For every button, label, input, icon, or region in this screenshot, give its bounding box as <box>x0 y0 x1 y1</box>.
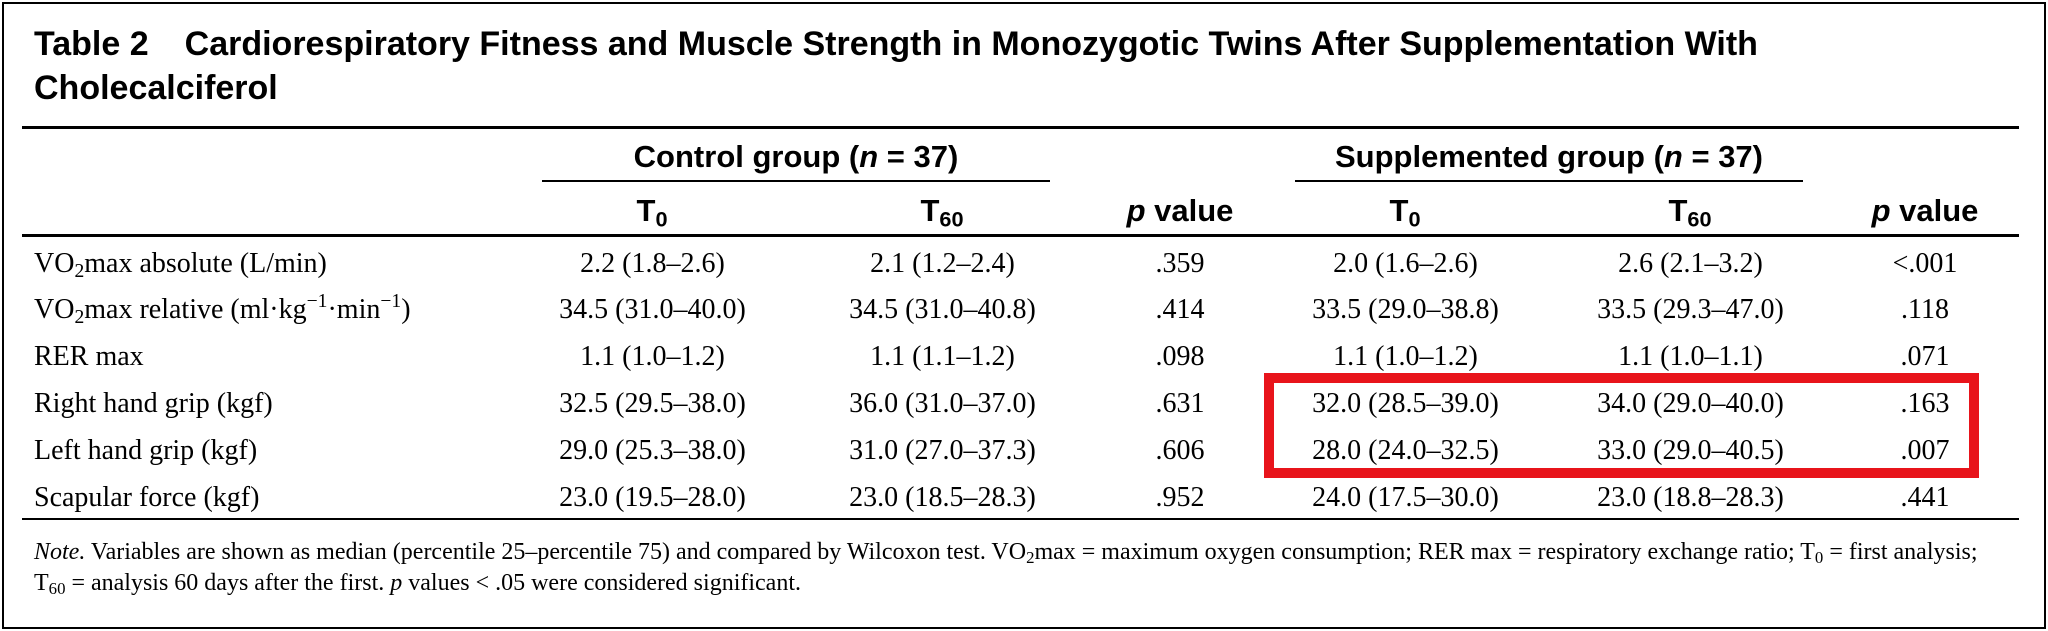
cell-control-p-row-4: .606 <box>1155 435 1205 466</box>
cell-supp-t0-row-5: 24.0 (17.5–30.0) <box>1312 482 1499 513</box>
control-p-value-header: p value <box>1126 193 1234 228</box>
cell-supp-p-row-3: .163 <box>1900 388 1950 419</box>
control-t60-header: T60 <box>920 193 964 232</box>
cell-control-t60-row-3: 36.0 (31.0–37.0) <box>849 388 1036 419</box>
cell-control-t0-row-4: 29.0 (25.3–38.0) <box>559 435 746 466</box>
control-group-header: Control group (n = 37) <box>633 139 959 174</box>
cell-supp-t60-row-5: 23.0 (18.8–28.3) <box>1597 482 1784 513</box>
cell-control-p-row-2: .098 <box>1155 341 1205 372</box>
supplemented-p-value-header: p value <box>1871 193 1979 228</box>
cell-supp-p-row-2: .071 <box>1900 341 1950 372</box>
cell-control-p-row-3: .631 <box>1155 388 1205 419</box>
highlight-box <box>1264 373 1979 478</box>
cell-supp-p-row-0: <.001 <box>1892 248 1958 279</box>
cell-supp-t60-row-0: 2.6 (2.1–3.2) <box>1618 248 1763 279</box>
row-label-vo2max-absolute: VO2max absolute (L/min) <box>34 248 327 282</box>
row-label-scapular-force: Scapular force (kgf) <box>34 482 260 513</box>
cell-supp-t0-row-0: 2.0 (1.6–2.6) <box>1333 248 1478 279</box>
control-group-rule <box>542 180 1050 182</box>
supplemented-t0-header: T0 <box>1389 193 1421 232</box>
cell-supp-t0-row-1: 33.5 (29.0–38.8) <box>1312 294 1499 325</box>
cell-control-t60-row-1: 34.5 (31.0–40.8) <box>849 294 1036 325</box>
body-bottom-rule <box>22 518 2019 520</box>
table-title-text: Cardiorespiratory Fitness and Muscle Str… <box>34 25 1758 107</box>
cell-control-t0-row-3: 32.5 (29.5–38.0) <box>559 388 746 419</box>
cell-supp-p-row-4: .007 <box>1900 435 1950 466</box>
cell-control-t0-row-0: 2.2 (1.8–2.6) <box>580 248 725 279</box>
header-bottom-rule <box>22 234 2019 237</box>
cell-control-t60-row-5: 23.0 (18.5–28.3) <box>849 482 1036 513</box>
cell-control-t60-row-0: 2.1 (1.2–2.4) <box>870 248 1015 279</box>
cell-control-p-row-0: .359 <box>1155 248 1205 279</box>
row-label-vo2max-relative: VO2max relative (ml·kg−1·min−1) <box>34 291 411 328</box>
cell-supp-t60-row-1: 33.5 (29.3–47.0) <box>1597 294 1784 325</box>
cell-supp-p-row-1: .118 <box>1901 294 1949 325</box>
cell-supp-t60-row-3: 34.0 (29.0–40.0) <box>1597 388 1784 419</box>
cell-control-t0-row-1: 34.5 (31.0–40.0) <box>559 294 746 325</box>
cell-control-t60-row-2: 1.1 (1.1–1.2) <box>870 341 1015 372</box>
table-number: Table 2 <box>34 25 149 63</box>
table-note: Note. Variables are shown as median (per… <box>34 539 1978 599</box>
row-label-rer-max: RER max <box>34 341 144 372</box>
cell-supp-t60-row-4: 33.0 (29.0–40.5) <box>1597 435 1784 466</box>
cell-control-p-row-1: .414 <box>1155 294 1205 325</box>
cell-supp-t0-row-2: 1.1 (1.0–1.2) <box>1333 341 1478 372</box>
cell-supp-t0-row-3: 32.0 (28.5–39.0) <box>1312 388 1499 419</box>
supplemented-group-rule <box>1295 180 1803 182</box>
cell-control-t60-row-4: 31.0 (27.0–37.3) <box>849 435 1036 466</box>
cell-supp-t0-row-4: 28.0 (24.0–32.5) <box>1312 435 1499 466</box>
cell-control-t0-row-5: 23.0 (19.5–28.0) <box>559 482 746 513</box>
supplemented-t60-header: T60 <box>1668 193 1712 232</box>
table-title: Table 2 Cardiorespiratory Fitness and Mus… <box>34 22 1934 110</box>
supplemented-group-header: Supplemented group (n = 37) <box>1334 139 1763 174</box>
top-rule <box>22 126 2019 129</box>
control-t0-header: T0 <box>636 193 668 232</box>
cell-supp-p-row-5: .441 <box>1900 482 1950 513</box>
cell-supp-t60-row-2: 1.1 (1.0–1.1) <box>1618 341 1763 372</box>
row-label-right-hand-grip: Right hand grip (kgf) <box>34 388 273 419</box>
cell-control-p-row-5: .952 <box>1155 482 1205 513</box>
cell-control-t0-row-2: 1.1 (1.0–1.2) <box>580 341 725 372</box>
row-label-left-hand-grip: Left hand grip (kgf) <box>34 435 258 466</box>
